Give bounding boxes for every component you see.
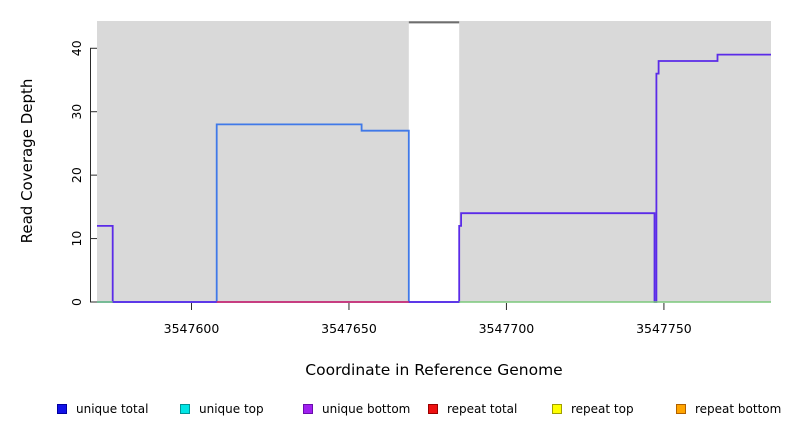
shaded-region-left [97, 21, 409, 302]
legend-item-unique-bottom: unique bottom [303, 398, 410, 420]
shaded-region-right [459, 21, 771, 302]
y-tick-label: 30 [69, 104, 84, 120]
legend-swatch-unique-total [57, 404, 67, 414]
legend-swatch-repeat-total [428, 404, 438, 414]
legend-item-unique-total: unique total [57, 398, 148, 420]
legend-item-repeat-bottom: repeat bottom [676, 398, 781, 420]
coverage-plot: 0 10 20 30 40 3547600 3547650 3547700 3547750 [69, 21, 771, 336]
x-tick-label: 3547700 [479, 321, 535, 336]
series-unique-total [97, 123, 460, 303]
y-tick-label: 40 [69, 40, 84, 56]
x-tick-label: 3547600 [164, 321, 220, 336]
legend-label-repeat-total: repeat total [447, 402, 518, 416]
x-axis-title: Coordinate in Reference Genome [305, 361, 563, 379]
x-tick-label: 3547750 [636, 321, 692, 336]
legend-label-unique-top: unique top [199, 402, 264, 416]
legend-item-repeat-top: repeat top [552, 398, 634, 420]
legend-swatch-repeat-top [552, 404, 562, 414]
y-axis-title: Read Coverage Depth [18, 78, 36, 244]
legend-label-repeat-bottom: repeat bottom [695, 402, 782, 416]
legend: unique total unique top unique bottom repea… [0, 398, 792, 424]
legend-item-repeat-total: repeat total [428, 398, 517, 420]
y-tick-label: 20 [69, 167, 84, 183]
legend-label-unique-total: unique total [76, 402, 149, 416]
legend-swatch-unique-top [180, 404, 190, 414]
y-tick-label: 0 [69, 298, 84, 306]
x-tick-label: 3547650 [321, 321, 377, 336]
legend-label-repeat-top: repeat top [571, 402, 634, 416]
y-tick-label: 10 [69, 231, 84, 247]
legend-label-unique-bottom: unique bottom [322, 402, 411, 416]
legend-item-unique-top: unique top [180, 398, 264, 420]
legend-swatch-repeat-bottom [676, 404, 686, 414]
legend-swatch-unique-bottom [303, 404, 313, 414]
